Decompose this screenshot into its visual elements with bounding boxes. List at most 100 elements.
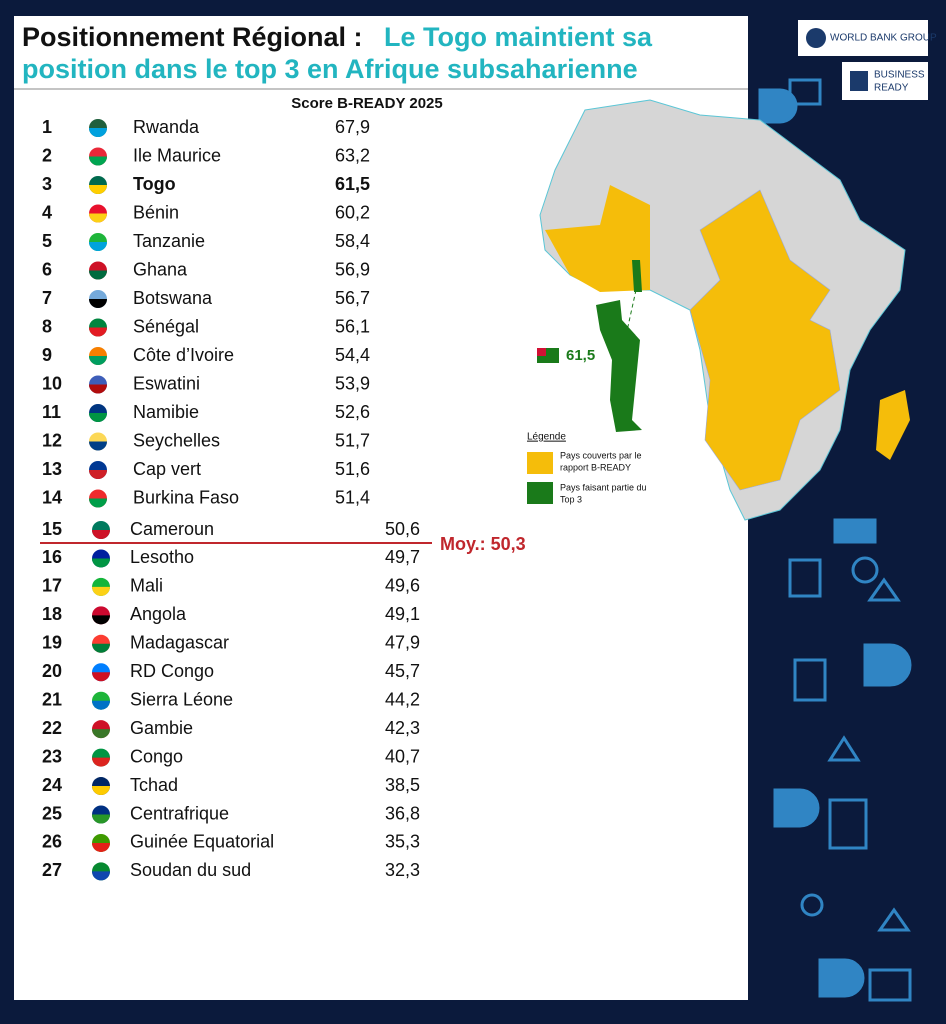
country: Burkina Faso — [133, 487, 239, 507]
score: 49,6 — [385, 576, 420, 596]
country: Sénégal — [133, 316, 199, 336]
legend-swatch — [527, 452, 553, 474]
flag — [89, 498, 107, 508]
togo-zoom — [596, 300, 642, 432]
flag — [89, 470, 107, 479]
score: 49,7 — [385, 547, 420, 567]
legend-text: Pays faisant partie du — [560, 482, 647, 492]
rank: 18 — [42, 604, 62, 624]
rank: 10 — [42, 373, 62, 393]
country: Gambie — [130, 718, 193, 738]
rank: 4 — [42, 202, 52, 222]
country: Guinée Equatorial — [130, 832, 274, 852]
score: 63,2 — [335, 145, 370, 165]
rank: 26 — [42, 832, 62, 852]
country: Congo — [130, 746, 183, 766]
country: Madagascar — [130, 633, 229, 653]
rank: 21 — [42, 689, 62, 709]
ranking-table: 1 Rwanda 67,9 2 Ile Maurice 63,2 3 Togo 61,5 4 Bén… — [42, 117, 420, 881]
title-highlight: Le Togo maintient sa — [384, 22, 653, 52]
country: Rwanda — [133, 117, 200, 137]
logo-globe — [806, 28, 826, 48]
title-highlight: position dans le top 3 en Afrique subsah… — [22, 54, 638, 84]
rank: 25 — [42, 803, 62, 823]
score: 40,7 — [385, 746, 420, 766]
flag — [89, 270, 107, 280]
country: Seychelles — [133, 430, 220, 450]
rank: 5 — [42, 231, 52, 251]
country: Soudan du sud — [130, 860, 251, 880]
flag — [89, 356, 107, 365]
legend-text: rapport B-READY — [560, 462, 631, 472]
flag — [92, 700, 110, 710]
country: Cap vert — [133, 459, 201, 479]
flag — [92, 729, 110, 739]
country: Ghana — [133, 259, 188, 279]
flag — [89, 156, 107, 166]
flag — [89, 441, 107, 451]
rank: 16 — [42, 547, 62, 567]
rank: 1 — [42, 117, 52, 137]
country: Namibie — [133, 402, 199, 422]
country: Centrafrique — [130, 803, 229, 823]
legend-text: Pays couverts par le — [560, 450, 642, 460]
flag — [92, 586, 110, 596]
flag — [89, 384, 107, 394]
africa-map: 61,5 Légende Pays couverts par le rappor… — [527, 99, 910, 521]
flag — [92, 814, 110, 824]
country: RD Congo — [130, 661, 214, 681]
score: 32,3 — [385, 860, 420, 880]
country: Togo — [133, 174, 176, 194]
rank: 13 — [42, 459, 62, 479]
title-lead: Positionnement Régional : — [22, 22, 363, 52]
score: 67,9 — [335, 117, 370, 137]
flag — [89, 128, 107, 137]
score: 42,3 — [385, 718, 420, 738]
score: 58,4 — [335, 231, 370, 251]
country: Côte d’Ivoire — [133, 345, 234, 365]
flag — [92, 871, 110, 881]
country: Botswana — [133, 288, 213, 308]
country: Mali — [130, 576, 163, 596]
rank: 12 — [42, 430, 62, 450]
country: Sierra Léone — [130, 689, 233, 709]
rank: 7 — [42, 288, 52, 308]
flag — [89, 413, 107, 422]
country: Tanzanie — [133, 231, 205, 251]
logos: WORLD BANK GROUP BUSINESS READY — [798, 20, 937, 100]
rank: 3 — [42, 174, 52, 194]
country: Bénin — [133, 202, 179, 222]
score: 56,1 — [335, 316, 370, 336]
flag — [92, 757, 110, 767]
country: Cameroun — [130, 519, 214, 539]
flag — [92, 842, 110, 852]
rank: 6 — [42, 259, 52, 279]
rank: 9 — [42, 345, 52, 365]
country: Ile Maurice — [133, 145, 221, 165]
rank: 24 — [42, 775, 62, 795]
flag — [92, 672, 110, 682]
average-label: Moy.: 50,3 — [440, 534, 526, 554]
rank: 23 — [42, 746, 62, 766]
rank: 15 — [42, 519, 62, 539]
logo-text: READY — [874, 83, 909, 94]
togo-score: 61,5 — [566, 347, 595, 364]
score: 51,6 — [335, 459, 370, 479]
score: 35,3 — [385, 832, 420, 852]
score: 49,1 — [385, 604, 420, 624]
rank: 14 — [42, 487, 62, 507]
score: 61,5 — [335, 174, 370, 194]
country: Eswatini — [133, 373, 200, 393]
score: 56,9 — [335, 259, 370, 279]
score: 56,7 — [335, 288, 370, 308]
score: 53,9 — [335, 373, 370, 393]
logo-text: WORLD BANK GROUP — [830, 33, 937, 44]
rank: 27 — [42, 860, 62, 880]
score: 60,2 — [335, 202, 370, 222]
score: 45,7 — [385, 661, 420, 681]
country: Tchad — [130, 775, 178, 795]
rank: 2 — [42, 145, 52, 165]
score: 52,6 — [335, 402, 370, 422]
rank: 20 — [42, 661, 62, 681]
